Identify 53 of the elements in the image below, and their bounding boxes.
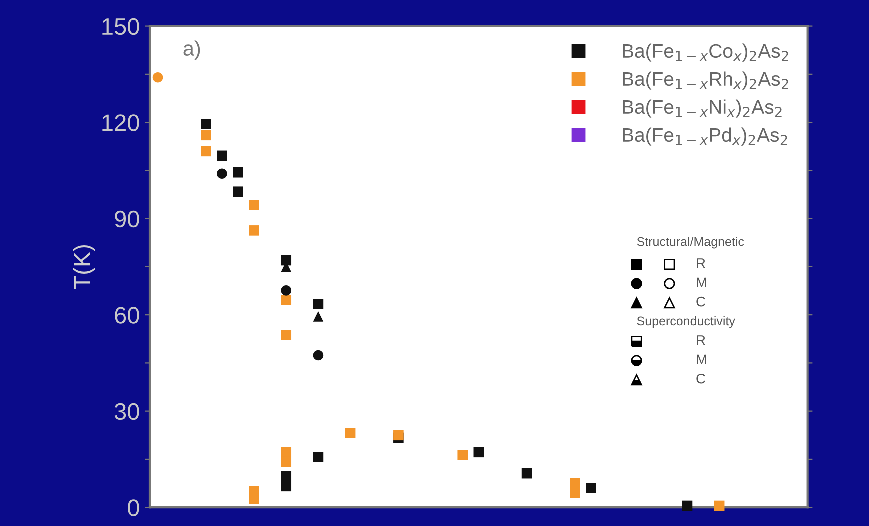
annotation: C <box>696 296 706 307</box>
y-tick-label: 0 <box>128 500 140 516</box>
point <box>394 430 404 441</box>
annotation: a) <box>184 40 200 60</box>
point <box>570 478 580 489</box>
point <box>313 299 324 310</box>
point <box>281 456 292 468</box>
point <box>313 452 324 462</box>
point <box>522 468 532 479</box>
legend-label: Ba(Fe$_{1−x}$Pd$_{x}$)$_{2}$As$_{2}$ <box>623 128 788 146</box>
point <box>281 471 292 482</box>
point <box>249 226 260 236</box>
point <box>570 488 580 498</box>
point <box>313 350 324 361</box>
point <box>233 167 244 178</box>
annotation: R <box>697 336 706 346</box>
point <box>249 200 260 210</box>
point <box>152 72 164 83</box>
annotation: C <box>696 374 706 384</box>
point <box>313 312 324 322</box>
point <box>281 481 292 492</box>
point <box>714 500 725 512</box>
point <box>217 168 228 180</box>
y-tick-label: 60 <box>115 307 140 324</box>
legend-label: Ba(Fe$_{1−x}$Rh$_{x}$)$_{2}$As$_{2}$ <box>623 72 788 90</box>
point <box>217 150 228 162</box>
annotation: M <box>697 354 706 364</box>
point <box>281 286 292 296</box>
legend-label: Ba(Fe$_{1−x}$Co$_{x}$)$_{2}$As$_{2}$ <box>623 44 788 62</box>
point <box>682 500 693 512</box>
point <box>281 255 292 266</box>
y-tick-label: 30 <box>114 403 140 420</box>
point <box>249 494 260 504</box>
annotation: Superconductivity <box>637 316 736 328</box>
annotation: M <box>697 278 706 288</box>
point <box>474 447 484 458</box>
y-tick-label: 90 <box>115 210 140 228</box>
y-tick-label: 120 <box>102 114 140 132</box>
y-tick-label: 150 <box>102 18 140 36</box>
point <box>458 450 468 460</box>
point <box>200 119 212 130</box>
annotation: Structural/Magnetic <box>637 237 744 249</box>
point <box>200 146 212 157</box>
point <box>345 428 356 438</box>
point <box>281 295 292 306</box>
y-axis-title: T(K) <box>73 245 96 290</box>
point <box>586 483 596 494</box>
point <box>233 186 244 198</box>
point <box>281 447 292 458</box>
legend-label: Ba(Fe$_{1−x}$Ni$_{x}$)$_{2}$As$_{2}$ <box>623 100 782 118</box>
point <box>200 130 212 141</box>
annotation: R <box>697 258 706 268</box>
point <box>281 330 292 340</box>
